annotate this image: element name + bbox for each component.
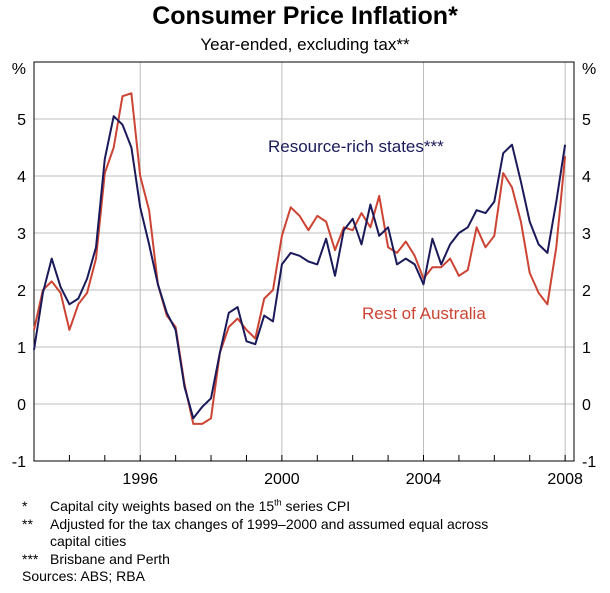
note-2: ** Adjusted for the tax changes of 1999–… bbox=[22, 516, 488, 534]
x-tick-label: 2000 bbox=[264, 471, 300, 488]
note-1: * Capital city weights based on the 15th… bbox=[22, 498, 488, 516]
series-label-resource-rich: Resource-rich states*** bbox=[268, 137, 444, 156]
series-label-rest-of-australia: Rest of Australia bbox=[362, 304, 486, 323]
x-tick-label: 1996 bbox=[122, 471, 158, 488]
chart-notes: * Capital city weights based on the 15th… bbox=[22, 498, 488, 586]
note-2-mark: ** bbox=[22, 515, 33, 532]
note-3-text: Brisbane and Perth bbox=[50, 550, 170, 567]
note-2-continuation: capital cities bbox=[50, 533, 127, 549]
y-tick-label-left: 1 bbox=[17, 340, 26, 357]
y-tick-label-right: 3 bbox=[582, 226, 591, 243]
chart-title: Consumer Price Inflation* bbox=[152, 2, 458, 30]
y-tick-label-left: 3 bbox=[17, 226, 26, 243]
y-tick-label-left: 5 bbox=[17, 112, 26, 129]
y-tick-label-left: 2 bbox=[17, 283, 26, 300]
y-axis-unit-left: % bbox=[12, 61, 26, 78]
note-1-superscript: th bbox=[274, 497, 282, 508]
y-tick-label-right: 0 bbox=[582, 397, 591, 414]
y-tick-label-right: 4 bbox=[582, 169, 591, 186]
note-3: *** Brisbane and Perth bbox=[22, 551, 488, 569]
y-tick-label-right: 2 bbox=[582, 283, 591, 300]
sources: Sources: ABS; RBA bbox=[22, 568, 145, 584]
note-1-mark: * bbox=[22, 498, 28, 514]
note-3-mark: *** bbox=[22, 550, 39, 567]
note-1-text: Capital city weights based on the 15th s… bbox=[50, 497, 351, 514]
y-tick-label-left: 4 bbox=[17, 169, 26, 186]
y-tick-label-left: -1 bbox=[12, 454, 26, 471]
chart-subtitle: Year-ended, excluding tax** bbox=[200, 35, 410, 54]
x-tick-label: 2004 bbox=[406, 471, 442, 488]
y-tick-label-right: 5 bbox=[582, 112, 591, 129]
note-2-text: Adjusted for the tax changes of 1999–200… bbox=[50, 515, 489, 532]
y-axis-unit-right: % bbox=[582, 61, 596, 78]
x-tick-label: 2008 bbox=[547, 471, 583, 488]
series-line-rest-of-australia bbox=[33, 92, 567, 425]
y-tick-label-right: 1 bbox=[582, 340, 591, 357]
y-tick-label-left: 0 bbox=[17, 397, 26, 414]
plot-frame bbox=[33, 61, 575, 462]
y-tick-label-right: -1 bbox=[582, 454, 596, 471]
series-line-resource-rich bbox=[33, 115, 567, 420]
